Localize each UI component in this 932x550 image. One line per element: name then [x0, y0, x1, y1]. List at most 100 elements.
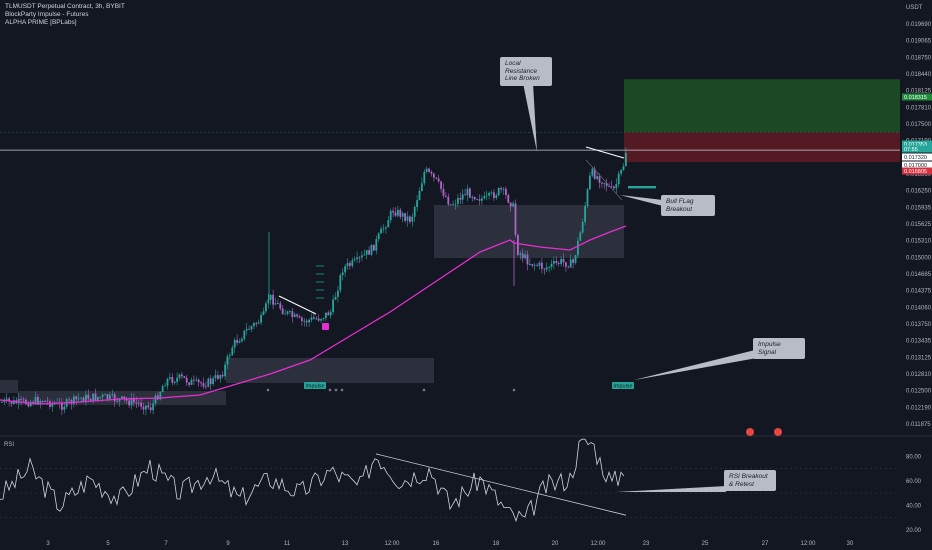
candle-body [284, 313, 286, 315]
price-tick-label: 0.019690 [906, 22, 932, 28]
candle-body [531, 263, 534, 266]
candle-body [75, 396, 78, 400]
price-tick-label: 0.012500 [906, 389, 932, 395]
candle-body [601, 182, 603, 184]
time-tick-label: 3 [46, 541, 50, 547]
candle-body [217, 375, 219, 379]
candle-body [286, 311, 289, 314]
candle-body [94, 393, 97, 401]
candle-body [17, 398, 20, 404]
candle-body [605, 183, 608, 186]
price-tick-label: 0.014685 [906, 272, 932, 278]
candle-body [188, 382, 190, 385]
price-axis-tag [902, 93, 932, 101]
candle-body [82, 397, 85, 402]
candle-body [454, 203, 457, 205]
candle-body [77, 398, 80, 400]
event-dot [422, 388, 426, 392]
candle-body [435, 177, 438, 179]
candle-body [421, 183, 423, 191]
indicator-impulse-label[interactable]: BlockParty Impulse - Futures [5, 11, 89, 18]
candle-body [569, 259, 572, 268]
candle-body [466, 188, 469, 196]
candle-body [533, 264, 536, 266]
price-axis-tag-text: 0.017000 [904, 163, 927, 169]
candle-body [617, 173, 620, 184]
candle-body [392, 210, 394, 213]
candle-body [404, 213, 406, 221]
price-tick-label: 0.012190 [906, 405, 932, 411]
price-tick-label: 0.013125 [906, 355, 932, 361]
candle-body [505, 188, 507, 195]
price-tick-label: 0.018440 [906, 72, 932, 78]
candle-body [428, 168, 430, 172]
candle-body [46, 400, 49, 402]
candle-body [325, 312, 327, 319]
candle-body [133, 398, 135, 403]
candle-body [161, 386, 164, 393]
candle-body [245, 328, 248, 331]
candle-body [320, 318, 322, 321]
candle-body [250, 326, 253, 330]
candle-body [303, 320, 306, 322]
event-flag-icon [746, 428, 754, 436]
time-tick-label: 5 [106, 541, 110, 547]
candle-body [591, 168, 594, 176]
candle-body [164, 385, 166, 387]
candle-body [63, 406, 66, 410]
candle-body [315, 318, 318, 320]
candle-body [385, 227, 387, 229]
candle-body [260, 314, 262, 323]
candle-body [265, 303, 267, 312]
candle-body [337, 290, 339, 297]
candle-body [473, 196, 476, 200]
event-dot [328, 388, 332, 392]
time-tick-label: 20 [552, 541, 559, 547]
take-profit-zone [624, 79, 900, 133]
candle-body [608, 185, 610, 187]
candle-body [437, 178, 440, 182]
candle-body [22, 399, 25, 401]
candle-body [572, 259, 574, 263]
candle-body [483, 196, 486, 199]
candle-body [327, 312, 330, 316]
candle-body [29, 401, 32, 407]
candle-body [125, 398, 128, 401]
candle-body [1, 401, 3, 403]
candle-body [99, 396, 102, 398]
candle-body [257, 322, 260, 324]
time-tick-label: 18 [493, 541, 500, 547]
flag-channel-line [585, 159, 623, 201]
candle-body [509, 202, 512, 207]
bull-flag-annotation: Bull FLag Breakout [661, 195, 715, 216]
price-tick-label: 0.015935 [906, 205, 932, 211]
price-axis-tag [902, 153, 932, 161]
candle-body [317, 318, 320, 321]
candle-body [507, 194, 510, 203]
candle-body [87, 394, 90, 400]
candle-body [389, 210, 392, 221]
rsi-annotation: RSI Breakout & Retest [724, 470, 776, 491]
rsi-pointer [616, 486, 726, 492]
candle-body [5, 398, 8, 400]
candle-body [365, 250, 368, 255]
indicator-alpha-label[interactable]: ALPHA PRIME [BPLabs] [5, 19, 77, 26]
candle-body [296, 314, 298, 317]
candle-body [440, 181, 442, 189]
candle-body [442, 188, 445, 196]
candle-body [238, 341, 241, 343]
time-tick-label: 12:00 [590, 541, 606, 547]
candle-body [399, 209, 402, 217]
consolidation-box [434, 205, 624, 258]
impulse-marker [322, 323, 329, 330]
consolidation-box [226, 358, 434, 383]
candle-body [109, 394, 111, 400]
candle-body [380, 228, 382, 234]
candle-body [430, 171, 433, 174]
consolidation-box [0, 380, 18, 393]
candle-body [183, 376, 186, 378]
candle-body [118, 398, 121, 402]
candle-body [394, 212, 397, 216]
